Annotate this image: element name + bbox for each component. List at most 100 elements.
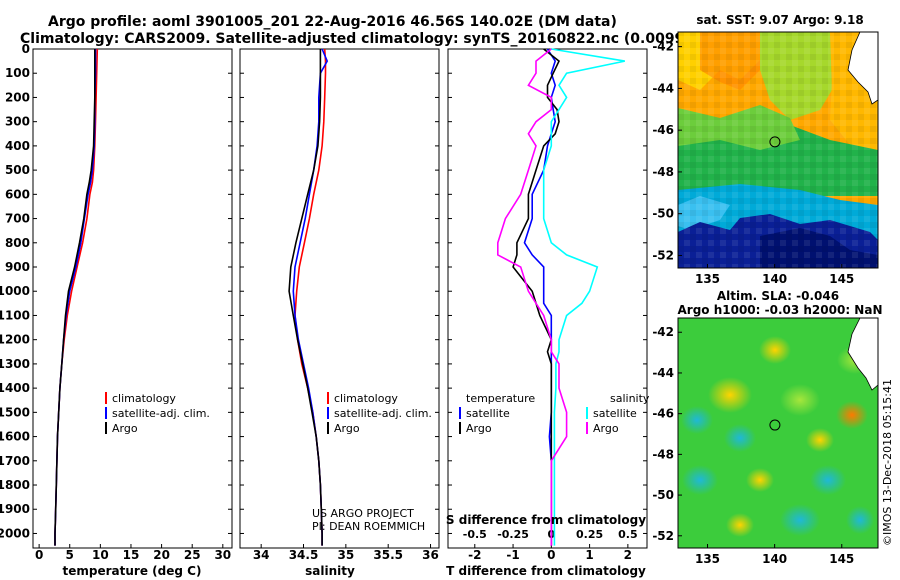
depth-tick-label: 800 (5, 236, 30, 250)
difference-plot: -2 -1 0 1 2-0.5 -0.25 0 0.25 0.5 (463, 48, 638, 562)
s-tick-label: -0.5 (463, 528, 487, 541)
s-tick-label: 0.5 (618, 528, 638, 541)
temperature-plot: 0 5 10 15 20 25 30 (35, 48, 231, 562)
depth-tick-label: 1800 (0, 478, 30, 492)
map-lat-label: -52 (652, 529, 674, 543)
series-line-satellite-adj-clim- (54, 49, 97, 546)
depth-tick-label: 2000 (0, 526, 30, 540)
depth-tick-label: 1900 (0, 502, 30, 516)
depth-tick-label: 100 (5, 66, 30, 80)
s-tick-label: 0.25 (576, 528, 603, 541)
s-tick-label: -0.25 (497, 528, 529, 541)
series-line-satellite-adj-clim- (292, 48, 329, 546)
legend-label-sal-argo: Argo (593, 422, 619, 435)
sla-blob (806, 428, 834, 452)
depth-tick-label: 1700 (0, 454, 30, 468)
series-line-salinity-satellite (542, 48, 625, 546)
legend-label-argo: Argo (334, 422, 360, 435)
map-lat-label: -44 (652, 81, 674, 95)
series-line-salinity-argo (496, 48, 568, 546)
map-lat-label: -46 (652, 123, 674, 137)
sla-blob (726, 513, 754, 537)
map-lat-label: -42 (652, 40, 674, 54)
difference-panel-frame (447, 48, 648, 549)
legend-label-satellite: satellite-adj. clim. (112, 407, 210, 420)
depth-tick-label: 1000 (0, 284, 30, 298)
legend-heading-salinity: salinity (610, 392, 650, 405)
series-line-temperature-satellite (523, 48, 557, 546)
map-lon-label: 145 (829, 552, 854, 566)
depth-tick-labels: 0 100 200 300 400 500 600 700 800 900 1000 1100 1200… (0, 42, 647, 540)
imos-stamp: ©IMOS 13-Dec-2018 05:15:41 (881, 379, 894, 546)
legend-label-sal-satellite: satellite (593, 407, 637, 420)
sla-blob (681, 406, 713, 434)
x-tick-label: 30 (214, 548, 231, 562)
credit-line-1: US ARGO PROJECT (312, 507, 414, 520)
legend-label-temp-argo: Argo (466, 422, 492, 435)
tasmania-land (847, 318, 878, 391)
salinity-plot: 34 34.5 35 35.5 36 (253, 48, 439, 562)
temperature-axis-label: temperature (deg C) (63, 564, 202, 578)
title-line-2: Climatology: CARS2009. Satellite-adjuste… (20, 31, 757, 47)
series-line-climatology (54, 48, 99, 546)
title-line-1: Argo profile: aoml 3901005_201 22-Aug-20… (48, 14, 617, 30)
x-tick-label: 34 (253, 548, 270, 562)
map-lat-label: -50 (652, 488, 674, 502)
map-lon-label: 135 (695, 552, 720, 566)
x-tick-label: 35.5 (373, 548, 403, 562)
sst-map-title: sat. SST: 9.07 Argo: 9.18 (696, 13, 863, 27)
sst-map-frame (677, 31, 879, 269)
depth-tick-label: 1600 (0, 430, 30, 444)
x-tick-label: 2 (624, 548, 632, 562)
map-lat-label: -46 (652, 407, 674, 421)
sla-blob (836, 401, 868, 429)
depth-tick-label: 1400 (0, 381, 30, 395)
depth-tick-label: 0 (22, 42, 30, 56)
sla-blob (780, 384, 820, 416)
series-line-climatology (294, 48, 327, 546)
sla-blob (708, 377, 752, 413)
sla-blob (682, 465, 718, 495)
depth-tick-label: 1500 (0, 405, 30, 419)
depth-tick-label: 200 (5, 90, 30, 104)
map-lon-label: 140 (762, 272, 787, 286)
sla-blob (780, 504, 820, 536)
sla-map-title-1: Altim. SLA: -0.046 (717, 289, 839, 303)
sla-blob (759, 336, 791, 364)
x-tick-label: -2 (468, 548, 481, 562)
legend-label-satellite: satellite-adj. clim. (334, 407, 432, 420)
legend-label-climatology: climatology (112, 392, 176, 405)
map-lat-label: -48 (652, 447, 674, 461)
difference-legend: temperature satellite Argo salinity sate… (459, 392, 650, 435)
depth-tick-label: 1100 (0, 308, 30, 322)
map-lon-label: 135 (695, 272, 720, 286)
sla-map-ticks: 135 140 145 -42 -44 -46 -48 -50 -52 (652, 325, 854, 566)
map-lat-label: -42 (652, 325, 674, 339)
legend-label-climatology: climatology (334, 392, 398, 405)
argo-location-marker (769, 419, 781, 431)
legend-label-argo: Argo (112, 422, 138, 435)
x-tick-label: 0 (35, 548, 43, 562)
sla-map-title-2: Argo h1000: -0.03 h2000: NaN (677, 303, 882, 317)
x-tick-label: 5 (66, 548, 74, 562)
salinity-legend: climatology satellite-adj. clim. Argo US… (312, 392, 432, 533)
depth-tick-label: 1300 (0, 357, 30, 371)
sst-map (678, 32, 878, 268)
depth-tick-label: 900 (5, 260, 30, 274)
sla-blob (810, 465, 846, 495)
map-lon-label: 145 (829, 272, 854, 286)
x-tick-label: 10 (92, 548, 109, 562)
map-lon-label: 140 (762, 552, 787, 566)
depth-tick-label: 700 (5, 212, 30, 226)
x-tick-label: 0 (547, 548, 555, 562)
x-tick-label: 20 (153, 548, 170, 562)
s-difference-axis-label: S difference from climatology (446, 513, 646, 527)
sla-map (678, 318, 878, 548)
sst-map-ticks: 135 140 145 -42 -44 -46 -48 -50 -52 (652, 40, 854, 286)
map-lat-label: -50 (652, 207, 674, 221)
credit-line-2: PI: DEAN ROEMMICH (312, 520, 425, 533)
x-tick-label: -1 (506, 548, 519, 562)
series-line-temperature-argo (512, 48, 560, 546)
map-lat-label: -52 (652, 248, 674, 262)
